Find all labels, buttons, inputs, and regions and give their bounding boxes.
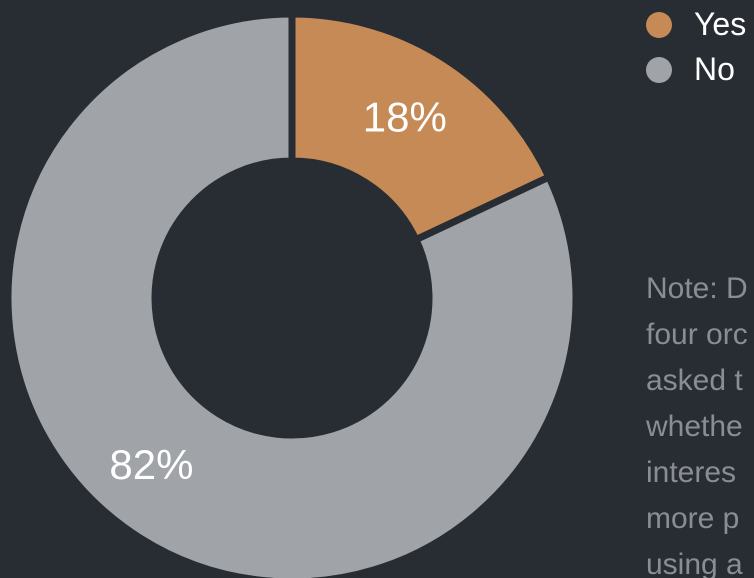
note-line: using a xyxy=(646,548,743,578)
note-line: whethe xyxy=(646,410,743,443)
legend: Yes No xyxy=(646,2,746,92)
note-line: four orc xyxy=(646,318,748,351)
legend-item-yes: Yes xyxy=(646,2,746,47)
note-line: interes xyxy=(646,456,737,489)
note-line: asked t xyxy=(646,364,743,397)
slice-label-no: 82% xyxy=(109,441,193,488)
note-line: more p xyxy=(646,502,740,535)
legend-item-no: No xyxy=(646,47,746,92)
slice-label-yes: 18% xyxy=(363,93,447,140)
chart-note: Note: D four orc asked t whethe interes … xyxy=(646,266,754,578)
legend-label-no: No xyxy=(694,51,735,87)
donut-slice-no xyxy=(4,10,580,578)
legend-swatch-yes xyxy=(646,11,672,38)
donut-slice-yes xyxy=(288,10,554,245)
donut-chart: 18% 82% xyxy=(4,10,580,578)
legend-swatch-no xyxy=(646,56,672,83)
note-line: Note: D xyxy=(646,272,748,305)
legend-label-yes: Yes xyxy=(694,6,747,42)
